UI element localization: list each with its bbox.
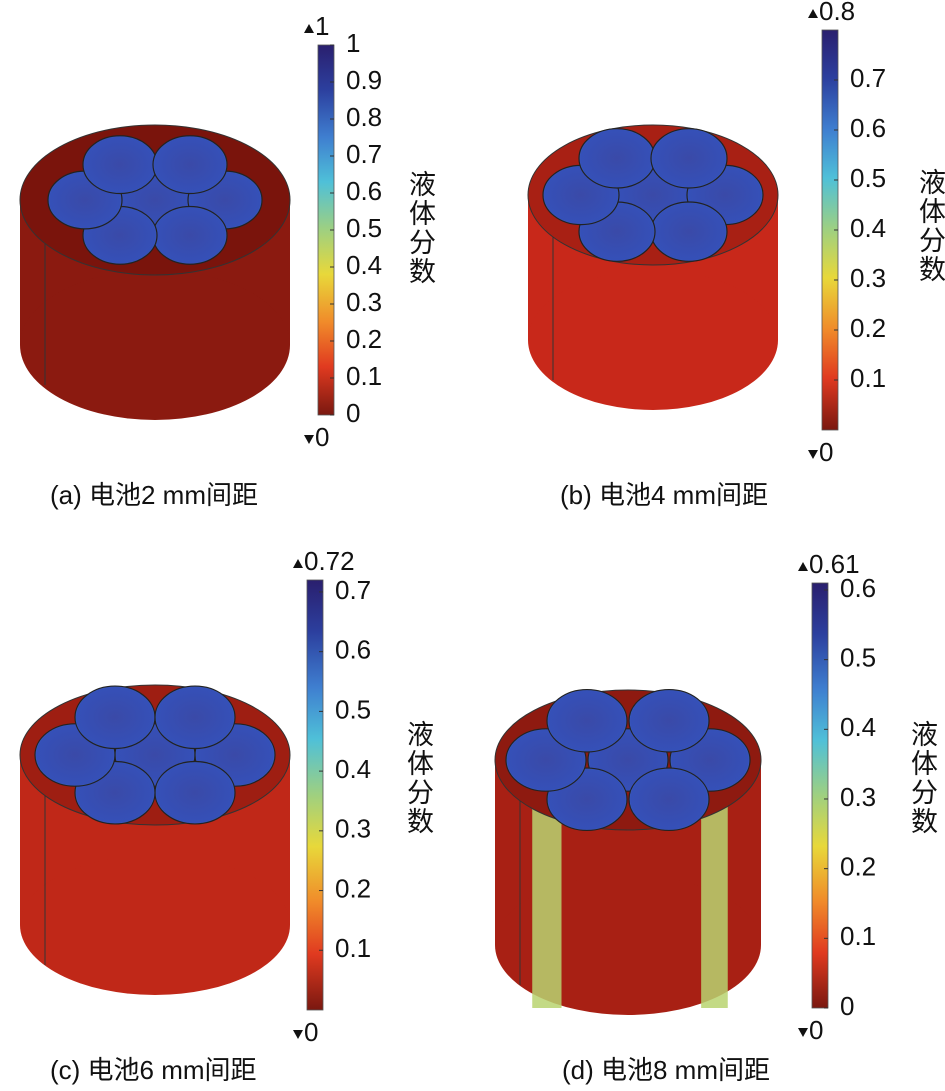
colorbar-tick-label: 0.5	[335, 694, 371, 724]
min-marker	[808, 450, 818, 459]
cell-hole	[152, 135, 228, 195]
panel-caption: (d) 电池8 mm间距	[562, 1055, 770, 1085]
cell-hole	[154, 685, 236, 750]
colorbar-max-label: 0.72	[304, 546, 355, 576]
colorbar-tick-label: 0.4	[346, 250, 382, 280]
colorbar-label: 液体分数	[915, 168, 945, 284]
colorbar-tick-label: 0	[840, 991, 854, 1021]
max-marker	[798, 562, 808, 571]
cell-hole	[546, 688, 628, 753]
colorbar-min-label: 0	[809, 1015, 823, 1045]
min-marker	[304, 435, 314, 444]
cell-hole	[152, 205, 228, 265]
colorbar-tick-label: 0.4	[840, 712, 876, 742]
cell-hole	[650, 128, 728, 189]
cell-hole	[74, 685, 156, 750]
colorbar-max-label: 0.61	[809, 549, 860, 579]
min-marker	[293, 1030, 303, 1039]
colorbar	[811, 582, 829, 1009]
cylinder	[19, 124, 291, 420]
panel-caption: (c) 电池6 mm间距	[50, 1055, 257, 1085]
colorbar-tick-label: 0.6	[850, 113, 886, 143]
cylinder	[527, 124, 779, 410]
panel-caption: (b) 电池4 mm间距	[560, 480, 768, 510]
colorbar-tick-label: 0.7	[346, 139, 382, 169]
colorbar-tick-label: 0.2	[335, 873, 371, 903]
colorbar-tick-label: 0.1	[335, 933, 371, 963]
colorbar-tick-label: 0.5	[850, 163, 886, 193]
cell-hole	[628, 767, 710, 832]
colorbar-tick-label: 0.1	[840, 921, 876, 951]
colorbar-max-label: 0.8	[819, 0, 855, 26]
colorbar-tick-label: 0.3	[335, 814, 371, 844]
colorbar-tick-label: 0.2	[840, 852, 876, 882]
colorbar-label: 液体分数	[405, 170, 436, 286]
max-marker	[293, 559, 303, 568]
colorbar-tick-label: 0.6	[335, 635, 371, 665]
cylinder	[19, 684, 291, 995]
colorbar-min-label: 0	[315, 422, 329, 452]
max-marker	[808, 9, 818, 18]
colorbar-tick-label: 0.6	[840, 573, 876, 603]
colorbar-tick-label: 0.5	[840, 643, 876, 673]
cell-hole	[578, 128, 656, 189]
colorbar-tick-label: 0.1	[850, 363, 886, 393]
min-marker	[798, 1028, 808, 1037]
cell-hole	[628, 688, 710, 753]
colorbar-tick-label: 0.3	[850, 263, 886, 293]
colorbar-label: 液体分数	[907, 720, 938, 836]
colorbar-tick-label: 0.1	[346, 361, 382, 391]
colorbar-min-label: 0	[304, 1017, 318, 1047]
colorbar-tick-label: 0.3	[840, 782, 876, 812]
colorbar-tick-label: 1	[346, 28, 360, 58]
colorbar-tick-label: 0.3	[346, 287, 382, 317]
colorbar-tick-label: 0.9	[346, 65, 382, 95]
colorbar-tick-label: 0.4	[335, 754, 371, 784]
cell-hole	[82, 135, 158, 195]
colorbar-tick-label: 0	[346, 398, 360, 428]
max-marker	[304, 24, 314, 33]
colorbar-tick-label: 0.5	[346, 213, 382, 243]
colorbar-tick-label: 0.2	[850, 313, 886, 343]
colorbar-label: 液体分数	[403, 720, 434, 836]
cell-hole	[650, 201, 728, 262]
cylinder	[494, 688, 762, 1015]
cylinder-bottom	[20, 855, 290, 995]
cylinder-bottom	[20, 270, 290, 420]
cylinder-bottom	[528, 270, 778, 410]
colorbar-tick-label: 0.8	[346, 102, 382, 132]
colorbar	[306, 579, 324, 1011]
colorbar-min-label: 0	[819, 437, 833, 467]
colorbar-tick-label: 0.4	[850, 213, 886, 243]
colorbar-tick-label: 0.6	[346, 176, 382, 206]
colorbar-tick-label: 0.2	[346, 324, 382, 354]
colorbar-max-label: 1	[315, 11, 329, 41]
cell-hole	[154, 760, 236, 825]
panel-caption: (a) 电池2 mm间距	[50, 480, 258, 510]
colorbar-tick-label: 0.7	[335, 575, 371, 605]
colorbar-tick-label: 0.7	[850, 63, 886, 93]
